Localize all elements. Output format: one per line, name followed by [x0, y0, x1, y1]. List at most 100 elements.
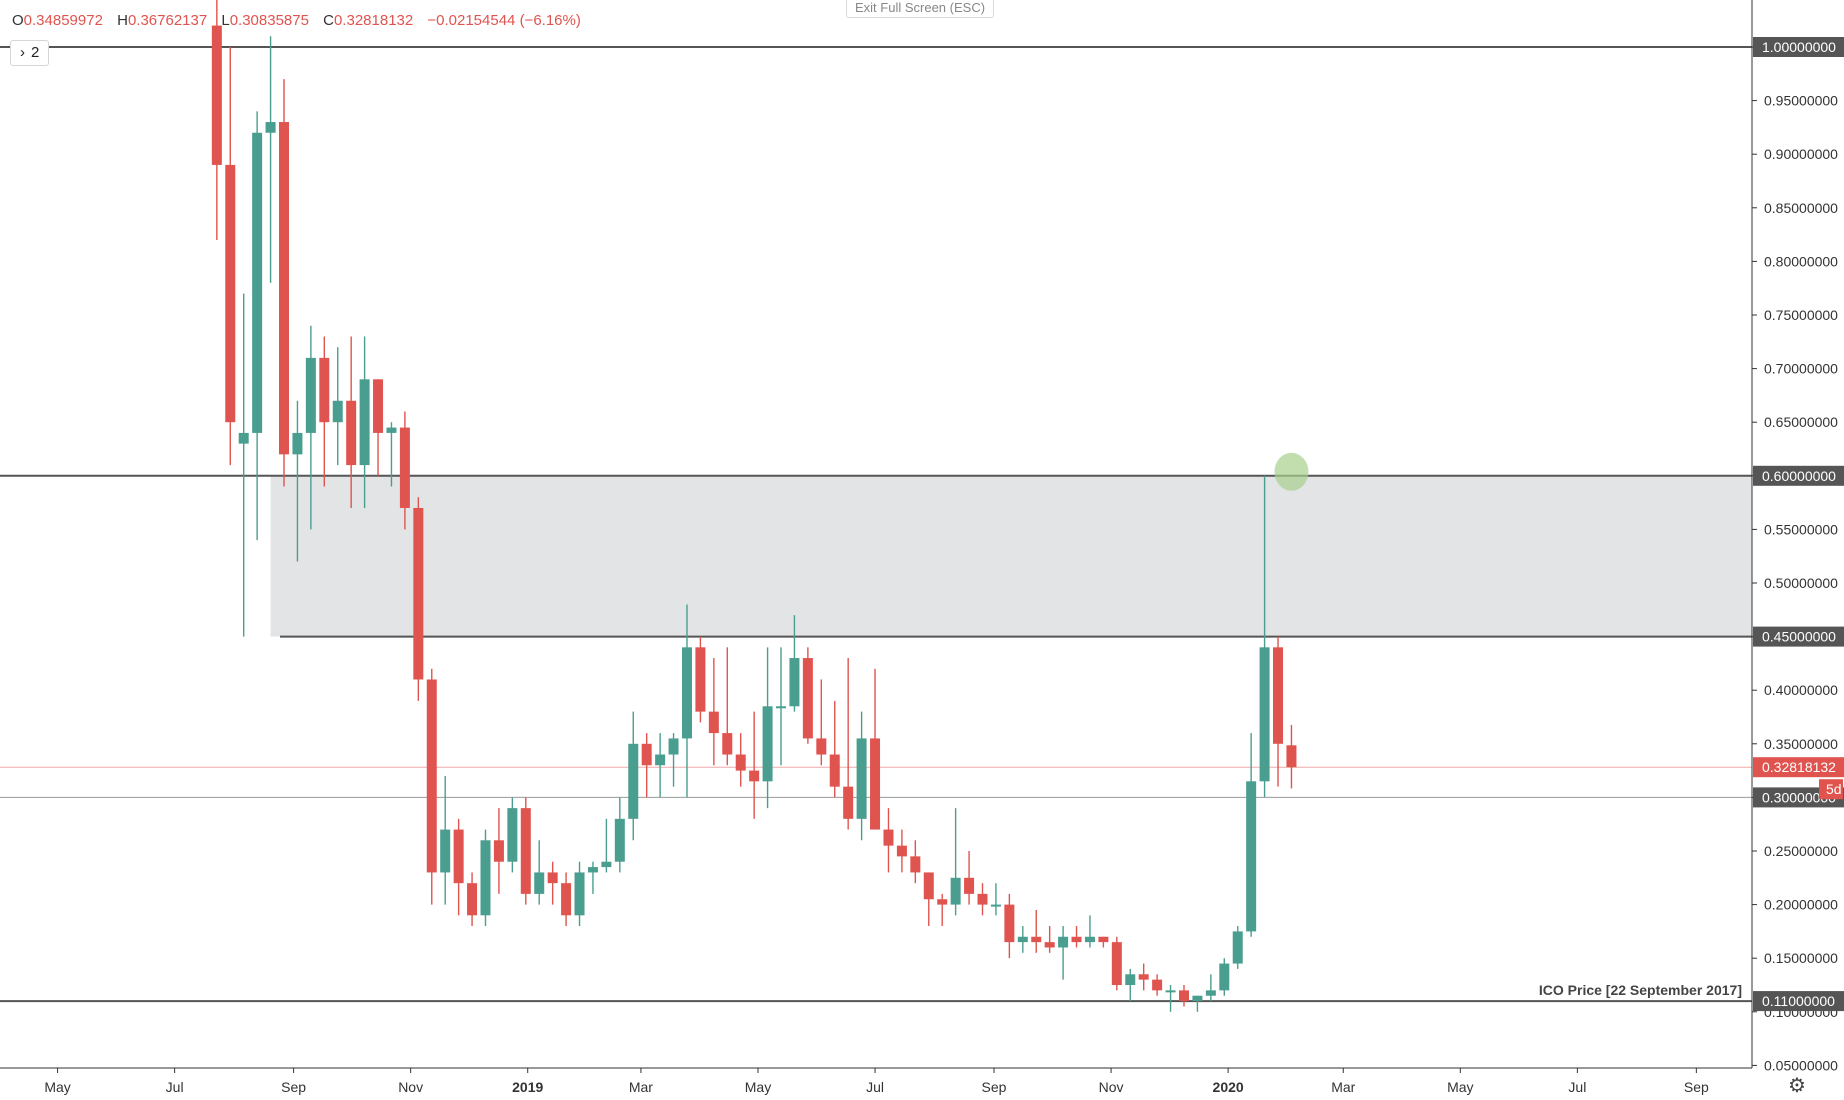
candle[interactable]	[1232, 926, 1243, 969]
time-axis-bg	[0, 1068, 1752, 1100]
low-value: 0.30835875	[229, 12, 309, 29]
candle[interactable]	[668, 733, 679, 787]
candle[interactable]	[708, 658, 719, 766]
candle[interactable]	[802, 647, 813, 744]
candle[interactable]	[1125, 968, 1136, 1002]
candle[interactable]	[722, 647, 733, 766]
candle[interactable]	[1031, 909, 1042, 953]
candle[interactable]	[1165, 985, 1176, 1012]
level-annotation: ICO Price [22 September 2017]	[1539, 982, 1742, 998]
candle[interactable]	[937, 893, 948, 927]
candle[interactable]	[561, 872, 572, 927]
gear-icon[interactable]: ⚙	[1788, 1075, 1806, 1097]
candle[interactable]	[1246, 733, 1257, 937]
candle[interactable]	[319, 336, 330, 487]
candle[interactable]	[399, 411, 410, 530]
candle[interactable]	[386, 422, 397, 487]
candle[interactable]	[493, 808, 504, 894]
candle[interactable]	[252, 111, 263, 541]
candle-body	[493, 840, 504, 862]
candle[interactable]	[587, 861, 598, 894]
candle[interactable]	[467, 872, 478, 927]
candle[interactable]	[883, 808, 894, 873]
candle-body	[1111, 942, 1122, 985]
candle[interactable]	[346, 336, 357, 508]
candle[interactable]	[1192, 995, 1203, 1012]
candle[interactable]	[265, 36, 276, 283]
candle[interactable]	[950, 808, 961, 916]
candle[interactable]	[305, 325, 316, 530]
level-price-tag-label: 0.11000000	[1762, 993, 1835, 1009]
candle[interactable]	[534, 840, 545, 905]
candle[interactable]	[816, 679, 827, 766]
candle[interactable]	[628, 711, 639, 841]
candle[interactable]	[547, 861, 558, 905]
candle[interactable]	[426, 668, 437, 905]
candle[interactable]	[1004, 893, 1015, 959]
candle[interactable]	[1178, 985, 1189, 1007]
candle[interactable]	[413, 497, 424, 701]
candle[interactable]	[735, 733, 746, 787]
candle[interactable]	[1071, 926, 1082, 948]
candle[interactable]	[574, 861, 585, 927]
candle[interactable]	[1205, 974, 1216, 1002]
exit-fullscreen-button[interactable]: Exit Full Screen (ESC)	[846, 0, 995, 18]
candle[interactable]	[225, 47, 236, 466]
candle[interactable]	[923, 872, 934, 927]
candle[interactable]	[870, 668, 881, 830]
candle[interactable]	[1111, 936, 1122, 991]
candle[interactable]	[749, 711, 760, 819]
time-tick-label: Sep	[982, 1079, 1007, 1095]
candle[interactable]	[520, 797, 531, 905]
candle[interactable]	[641, 733, 652, 798]
candle[interactable]	[1017, 926, 1028, 953]
candle[interactable]	[829, 700, 840, 798]
candle[interactable]	[601, 818, 612, 873]
candle[interactable]	[453, 818, 464, 916]
candle[interactable]	[359, 336, 370, 508]
candle[interactable]	[332, 347, 343, 466]
candle[interactable]	[292, 400, 303, 562]
candle[interactable]	[480, 829, 491, 927]
candle[interactable]	[762, 647, 773, 809]
candle-body	[386, 427, 397, 433]
time-tick-label: Sep	[1684, 1079, 1709, 1095]
candle[interactable]	[856, 711, 867, 841]
candle[interactable]	[896, 829, 907, 873]
candle[interactable]	[964, 851, 975, 905]
candle[interactable]	[1259, 475, 1270, 798]
candle[interactable]	[373, 379, 384, 476]
candle[interactable]	[776, 647, 787, 766]
time-tick-label: Sep	[281, 1079, 306, 1095]
candle[interactable]	[655, 733, 666, 798]
candle[interactable]	[1219, 958, 1230, 996]
candle[interactable]	[614, 797, 625, 873]
candle[interactable]	[1273, 636, 1284, 787]
candle[interactable]	[238, 293, 249, 637]
candle[interactable]	[910, 840, 921, 884]
candle[interactable]	[507, 797, 518, 873]
candle[interactable]	[1044, 926, 1055, 953]
candle[interactable]	[1098, 936, 1109, 948]
candle[interactable]	[1084, 915, 1095, 948]
candle[interactable]	[211, 0, 222, 240]
candle[interactable]	[681, 604, 692, 798]
legend-toggle-button[interactable]: › 2	[10, 40, 50, 66]
candle[interactable]	[1058, 926, 1069, 980]
time-tick-label: May	[1447, 1079, 1473, 1095]
level-price-tag: 0.45000000	[1753, 626, 1844, 647]
candle[interactable]	[1152, 974, 1163, 996]
level-price-tag-bg	[1753, 465, 1844, 486]
candle[interactable]	[1286, 724, 1297, 789]
candle[interactable]	[695, 636, 706, 723]
candle[interactable]	[440, 775, 451, 905]
candle[interactable]	[977, 883, 988, 916]
price-tick-label: 0.20000000	[1764, 897, 1838, 913]
candle[interactable]	[990, 883, 1001, 916]
candle[interactable]	[843, 658, 854, 830]
candle-body	[319, 357, 330, 423]
candle[interactable]	[1138, 963, 1149, 991]
candle[interactable]	[279, 79, 290, 487]
candle[interactable]	[789, 615, 800, 712]
